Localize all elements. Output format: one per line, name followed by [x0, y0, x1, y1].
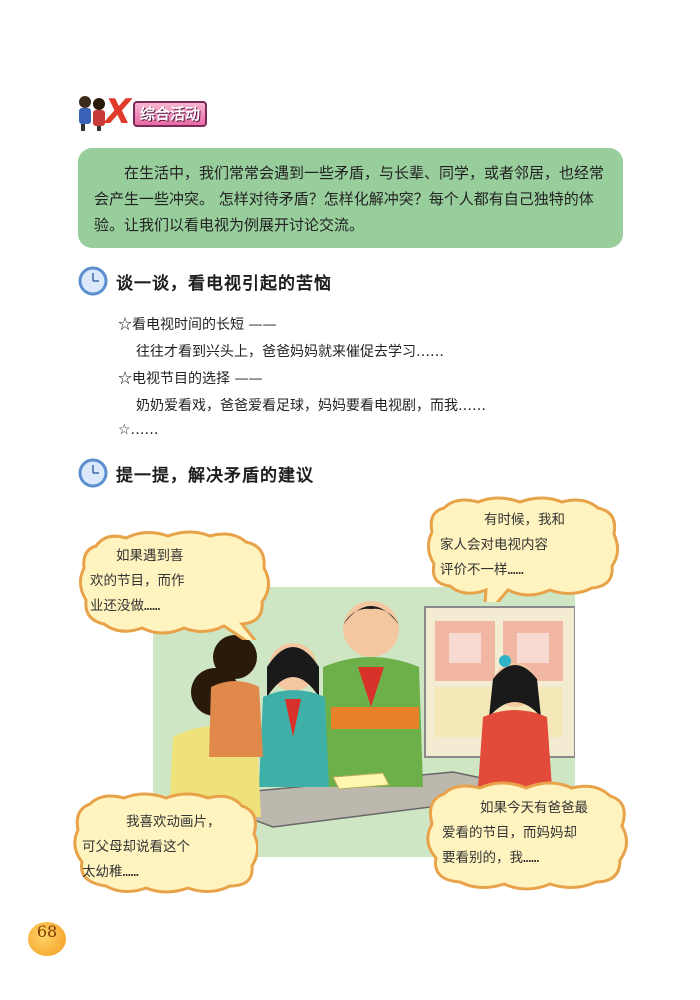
bubble-line: 如果今天有爸爸最 [480, 800, 588, 816]
bubble-line: 如果遇到喜 [116, 548, 184, 564]
speech-bubble-bottom-left: 我喜欢动画片， 可父母却说看这个 太幼稚…… [70, 790, 258, 898]
speech-bubble-shape [427, 496, 619, 602]
bubble-line: 太幼稚…… [82, 864, 139, 880]
children-icon [79, 96, 105, 131]
list-item: ☆电视节目的选择 —— [118, 371, 263, 387]
clock-icon [78, 458, 108, 488]
bubble-line: 要看别的，我…… [442, 850, 540, 866]
list-item: 往往才看到兴头上，爸爸妈妈就来催促去学习…… [136, 344, 444, 360]
bubble-line: 业还没做…… [90, 598, 161, 614]
section-title: 谈一谈，看电视引起的苦恼 [116, 274, 332, 294]
intro-text: 在生活中，我们常常会遇到一些矛盾，与长辈、同学，或者邻居，也经常会产生一些冲突。… [94, 164, 605, 234]
bubble-line: 欢的节目，而作 [90, 573, 185, 589]
badge-letter: X [105, 92, 132, 132]
section-discuss-heading: 谈一谈，看电视引起的苦恼 [78, 266, 418, 296]
list-item: ☆看电视时间的长短 —— [118, 317, 277, 333]
list-item: 奶奶爱看戏，爸爸爱看足球，妈妈要看电视剧，而我…… [136, 398, 486, 414]
bubble-line: 我喜欢动画片， [126, 814, 221, 830]
bubble-line: 家人会对电视内容 [440, 537, 548, 553]
page-number-text: 68 [36, 922, 58, 941]
speech-bubble-shape [79, 530, 270, 640]
bubble-line: 可父母却说看这个 [82, 839, 190, 855]
page-number-badge [28, 922, 66, 956]
section-title: 提一提，解决矛盾的建议 [116, 466, 314, 486]
bubble-line: 有时候，我和 [484, 512, 565, 528]
speech-bubble-bottom-right: 如果今天有爸爸最 爱看的节目，而妈妈却 要看别的，我…… [422, 778, 632, 896]
list-item: ☆…… [118, 422, 159, 438]
bubble-line: 爱看的节目，而妈妈却 [442, 825, 577, 841]
speech-bubble-top-right: 有时候，我和 家人会对电视内容 评价不一样…… [424, 494, 624, 602]
speech-bubble-top-left: 如果遇到喜 欢的节目，而作 业还没做…… [76, 528, 276, 640]
bubble-line: 评价不一样…… [440, 562, 524, 578]
section-suggest-heading: 提一提，解决矛盾的建议 [78, 458, 418, 488]
intro-box: 在生活中，我们常常会遇到一些矛盾，与长辈、同学，或者邻居，也经常会产生一些冲突。… [78, 148, 623, 248]
activity-title: 综合活动 [133, 101, 207, 127]
page-number: 68 [28, 922, 68, 958]
clock-icon [78, 266, 108, 296]
speech-bubble-shape [73, 792, 258, 894]
speech-bubble-shape [426, 781, 628, 891]
activity-logo: X 综合活动 [75, 92, 207, 132]
